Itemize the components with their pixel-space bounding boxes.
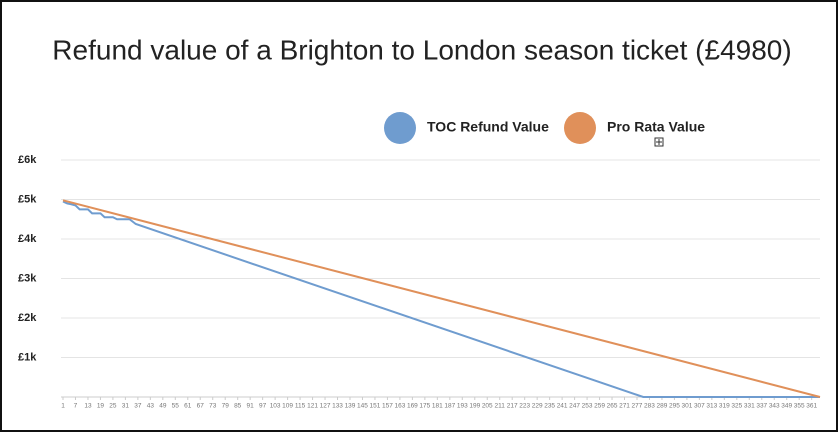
x-tick-label: 325 — [731, 403, 742, 410]
x-tick-label: 121 — [307, 403, 318, 410]
series-line — [62, 200, 820, 398]
x-tick-label: 79 — [222, 403, 230, 410]
legend-label: TOC Refund Value — [427, 119, 549, 135]
x-tick-label: 157 — [382, 403, 393, 410]
x-tick-label: 331 — [744, 403, 755, 410]
legend-swatch — [384, 112, 416, 144]
x-tick-label: 235 — [544, 403, 555, 410]
x-tick-label: 259 — [594, 403, 605, 410]
x-tick-label: 301 — [681, 403, 692, 410]
x-tick-label: 205 — [482, 403, 493, 410]
x-tick-label: 313 — [706, 403, 717, 410]
x-tick-label: 145 — [357, 403, 368, 410]
x-tick-label: 211 — [495, 403, 506, 410]
x-tick-label: 13 — [84, 403, 92, 410]
x-tick-label: 277 — [632, 403, 643, 410]
x-tick-label: 307 — [694, 403, 705, 410]
x-tick-label: 283 — [644, 403, 655, 410]
y-tick-label: £1k — [18, 351, 37, 363]
x-tick-label: 67 — [197, 403, 205, 410]
series-line — [62, 199, 821, 398]
x-tick-label: 229 — [532, 403, 543, 410]
x-tick-label: 247 — [569, 403, 580, 410]
x-tick-label: 97 — [259, 403, 267, 410]
x-tick-label: 193 — [457, 403, 468, 410]
legend-label: Pro Rata Value — [607, 119, 705, 135]
y-tick-label: £5k — [18, 193, 37, 205]
x-tick-label: 85 — [234, 403, 242, 410]
x-tick-label: 163 — [394, 403, 405, 410]
legend-icon — [654, 137, 664, 147]
x-tick-label: 169 — [407, 403, 418, 410]
x-tick-label: 73 — [209, 403, 217, 410]
x-tick-label: 355 — [794, 403, 805, 410]
x-tick-label: 25 — [109, 403, 117, 410]
x-tick-label: 253 — [582, 403, 593, 410]
x-tick-label: 271 — [619, 403, 630, 410]
x-tick-label: 91 — [247, 403, 255, 410]
x-tick-label: 265 — [607, 403, 618, 410]
y-tick-label: £2k — [18, 312, 37, 324]
x-tick-label: 349 — [781, 403, 792, 410]
x-tick-label: 241 — [557, 403, 568, 410]
x-tick-label: 49 — [159, 403, 167, 410]
x-tick-label: 1 — [61, 403, 65, 410]
x-tick-label: 133 — [332, 403, 343, 410]
x-tick-label: 223 — [519, 403, 530, 410]
x-tick-label: 109 — [282, 403, 293, 410]
x-tick-label: 37 — [134, 403, 142, 410]
x-tick-label: 343 — [769, 403, 780, 410]
x-tick-label: 115 — [295, 403, 306, 410]
x-tick-label: 55 — [172, 403, 180, 410]
x-tick-label: 103 — [270, 403, 281, 410]
x-tick-label: 31 — [122, 403, 130, 410]
x-tick-label: 181 — [432, 403, 443, 410]
x-tick-label: 7 — [74, 403, 78, 410]
x-tick-label: 217 — [507, 403, 518, 410]
x-tick-label: 187 — [444, 403, 455, 410]
y-tick-label: £6k — [18, 154, 37, 166]
x-tick-label: 361 — [806, 403, 817, 410]
x-tick-label: 139 — [345, 403, 356, 410]
x-tick-label: 199 — [469, 403, 480, 410]
x-tick-label: 337 — [756, 403, 767, 410]
x-tick-label: 61 — [184, 403, 192, 410]
y-tick-label: £4k — [18, 233, 37, 245]
x-tick-label: 19 — [97, 403, 105, 410]
chart-title: Refund value of a Brighton to London sea… — [52, 34, 791, 65]
x-tick-label: 43 — [147, 403, 155, 410]
x-tick-label: 295 — [669, 403, 680, 410]
x-tick-label: 127 — [320, 403, 331, 410]
x-tick-label: 319 — [719, 403, 730, 410]
legend-swatch — [564, 112, 596, 144]
x-tick-label: 289 — [657, 403, 668, 410]
x-tick-label: 175 — [419, 403, 430, 410]
y-tick-label: £3k — [18, 272, 37, 284]
x-tick-label: 151 — [370, 403, 381, 410]
